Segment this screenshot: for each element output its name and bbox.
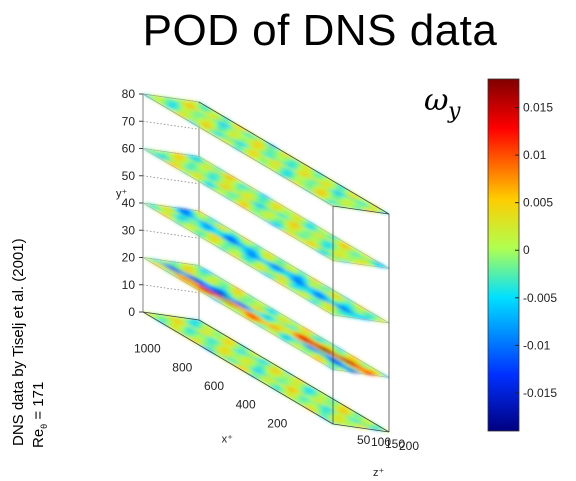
x-tick-label: 200 (267, 416, 287, 430)
colorbar-tick-label: 0.015 (523, 101, 553, 115)
colorbar-subscript: y (447, 99, 461, 124)
y-tick-label: 80 (122, 87, 136, 101)
box-edge-front-5 (142, 311, 200, 321)
y-tick-label: 10 (122, 278, 136, 292)
box-edge-front-4 (332, 423, 390, 433)
z-axis-label: z⁺ (373, 467, 385, 479)
gridline-back-y-50 (142, 175, 200, 185)
x-tick-label: 800 (172, 360, 192, 374)
z-tick-label: 200 (399, 439, 419, 453)
y-tick-label: 30 (122, 223, 136, 237)
gridline-back-y-70 (142, 120, 200, 130)
x-tick-label: 600 (204, 379, 224, 393)
x-tick-label: 1000 (134, 342, 161, 356)
y-tick-label: 0 (128, 305, 135, 319)
colorbar-tick-label: -0.005 (523, 291, 557, 305)
gridline-back-y-30 (142, 229, 200, 239)
colorbar-symbol: ω (424, 83, 448, 118)
y-tick-label: 50 (122, 169, 136, 183)
box-edge-front-7 (198, 319, 390, 433)
colorbar-bar (487, 78, 520, 432)
x-axis-label: x⁺ (222, 434, 234, 446)
slice-y-40 (142, 202, 390, 324)
colorbar-tick-label: 0 (523, 243, 530, 257)
z-tick-label: 100 (371, 435, 391, 449)
y-tick-label: 40 (122, 196, 136, 210)
bounding-box-front (142, 101, 390, 433)
x-tick-label: 400 (236, 398, 256, 412)
colorbar-tick-label: 0.005 (523, 196, 553, 210)
box-edge-front-6 (142, 311, 334, 425)
y-tick-label: 60 (122, 142, 136, 156)
colorbar-tick-label: -0.01 (523, 338, 551, 352)
colorbar: 0.015 0.01 0.005 0 -0.005 -0.01 -0.015 ω y (424, 78, 557, 432)
y-tick-label: 70 (122, 114, 136, 128)
colorbar-tick-label: -0.015 (523, 386, 557, 400)
z-tick-label: 150 (385, 437, 405, 451)
z-tick-label: 50 (357, 433, 371, 447)
slice-planes (142, 93, 390, 433)
y-tick-label: 20 (122, 251, 136, 265)
slice-y-60 (142, 148, 390, 269)
box-edge-front-2 (332, 205, 390, 215)
page-title: POD of DNS data (142, 6, 498, 55)
y-axis-label: y⁺ (116, 188, 128, 200)
box-edge-front-3 (198, 101, 390, 215)
gridline-back-y-10 (142, 284, 200, 294)
slice-y-80 (142, 93, 390, 215)
slice-y-0 (142, 311, 390, 433)
colorbar-tick-label: 0.01 (523, 148, 547, 162)
